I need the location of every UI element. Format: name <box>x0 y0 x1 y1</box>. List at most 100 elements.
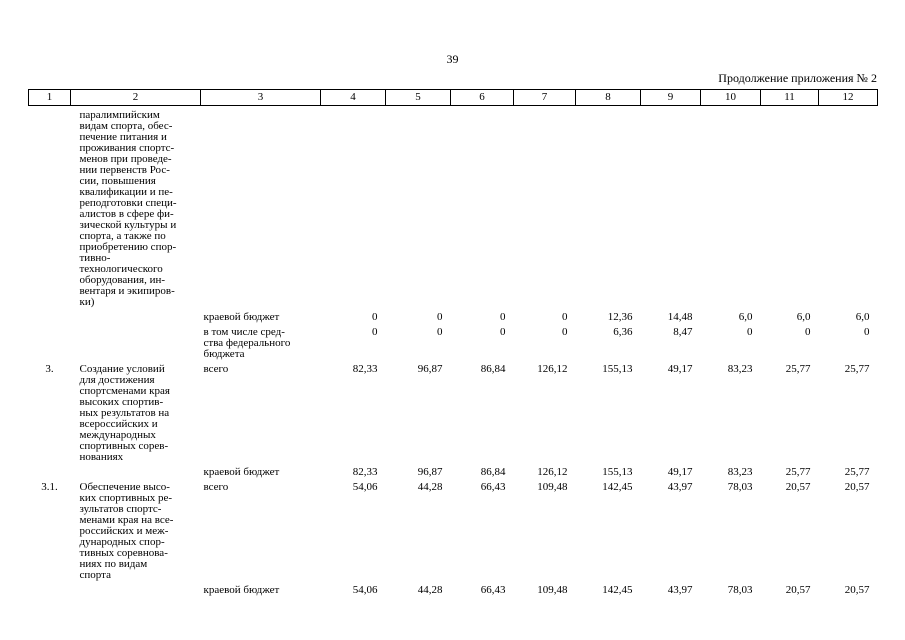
value-cell <box>514 106 576 309</box>
measure-name <box>71 581 201 596</box>
column-number: 5 <box>385 89 451 106</box>
column-number: 2 <box>70 89 201 106</box>
table-row: 3. Создание условий для достижения спорт… <box>29 360 878 463</box>
value-cell: 0 <box>437 326 443 338</box>
value-cell: 54,06 <box>352 481 378 493</box>
row-number <box>29 463 71 478</box>
column-number: 12 <box>818 89 878 106</box>
column-number: 4 <box>320 89 386 106</box>
table-row: краевой бюджет 82,33 96,87 86,84 126,12 … <box>29 463 878 478</box>
measure-name: паралимпийским видам спорта, обес- печен… <box>79 109 177 308</box>
value-cell: 25,77 <box>844 466 870 478</box>
value-cell: 14,48 <box>667 311 693 323</box>
value-cell: 0 <box>437 311 443 323</box>
value-cell <box>451 106 514 309</box>
value-cell: 20,57 <box>844 584 870 596</box>
value-cell: 6,0 <box>855 311 870 323</box>
table-row: краевой бюджет 54,06 44,28 66,43 109,48 … <box>29 581 878 596</box>
value-cell <box>641 106 701 309</box>
value-cell: 49,17 <box>667 466 693 478</box>
value-cell: 49,17 <box>667 363 693 375</box>
value-cell: 66,43 <box>480 481 506 493</box>
value-cell: 8,47 <box>673 326 693 338</box>
value-cell: 83,23 <box>727 363 753 375</box>
measure-name: Создание условий для достижения спортсме… <box>79 363 170 463</box>
value-cell: 0 <box>562 326 568 338</box>
value-cell: 142,45 <box>602 481 633 493</box>
value-cell: 20,57 <box>785 481 811 493</box>
value-cell: 6,0 <box>738 311 753 323</box>
column-number: 11 <box>760 89 819 106</box>
measure-name <box>71 308 201 323</box>
value-cell: 66,43 <box>480 584 506 596</box>
budget-source: краевой бюджет <box>203 311 280 323</box>
value-cell: 0 <box>372 311 378 323</box>
column-number: 1 <box>28 89 71 106</box>
appendix-table: 1 2 3 4 5 6 7 8 9 10 11 12 паралимпийски… <box>28 89 878 596</box>
value-cell: 43,97 <box>667 481 693 493</box>
value-cell: 82,33 <box>352 363 378 375</box>
value-cell: 54,06 <box>352 584 378 596</box>
measure-name <box>71 323 201 360</box>
budget-source <box>201 106 321 309</box>
value-cell: 0 <box>500 326 506 338</box>
budget-source: в том числе сред- ства федерального бюдж… <box>203 326 291 360</box>
continuation-note: Продолжение приложения № 2 <box>718 71 877 85</box>
table-row: краевой бюджет 0 0 0 0 12,36 14,48 6,0 6… <box>29 308 878 323</box>
value-cell: 96,87 <box>417 363 443 375</box>
column-number-row: 1 2 3 4 5 6 7 8 9 10 11 12 <box>28 89 878 106</box>
value-cell: 82,33 <box>352 466 378 478</box>
value-cell: 142,45 <box>602 584 633 596</box>
budget-source: краевой бюджет <box>203 466 280 478</box>
value-cell: 78,03 <box>727 584 753 596</box>
value-cell: 86,84 <box>480 363 506 375</box>
value-cell: 83,23 <box>727 466 753 478</box>
measure-name: Обеспечение высо- ких спортивных ре- зул… <box>79 481 174 581</box>
value-cell <box>761 106 819 309</box>
table-row: паралимпийским видам спорта, обес- печен… <box>29 106 878 309</box>
value-cell: 0 <box>562 311 568 323</box>
value-cell: 126,12 <box>537 466 568 478</box>
column-number: 6 <box>450 89 514 106</box>
value-cell: 109,48 <box>537 584 568 596</box>
value-cell: 155,13 <box>602 466 633 478</box>
value-cell: 78,03 <box>727 481 753 493</box>
value-cell: 20,57 <box>785 584 811 596</box>
value-cell: 6,36 <box>613 326 633 338</box>
value-cell: 44,28 <box>417 481 443 493</box>
column-number: 10 <box>700 89 761 106</box>
page-number: 39 <box>446 52 459 66</box>
value-cell: 25,77 <box>785 466 811 478</box>
budget-source: всего <box>203 481 229 493</box>
row-number <box>29 106 71 309</box>
value-cell: 0 <box>500 311 506 323</box>
value-cell: 155,13 <box>602 363 633 375</box>
measure-name <box>71 463 201 478</box>
row-number <box>29 581 71 596</box>
value-cell: 0 <box>805 326 811 338</box>
budget-source: краевой бюджет <box>203 584 280 596</box>
column-number: 7 <box>513 89 576 106</box>
value-cell: 126,12 <box>537 363 568 375</box>
column-number: 8 <box>575 89 641 106</box>
row-number: 3.1. <box>41 481 58 493</box>
value-cell: 12,36 <box>607 311 633 323</box>
row-number: 3. <box>45 363 54 375</box>
value-cell <box>701 106 761 309</box>
value-cell <box>386 106 451 309</box>
row-number <box>29 308 71 323</box>
value-cell: 6,0 <box>796 311 811 323</box>
value-cell: 20,57 <box>844 481 870 493</box>
budget-source: всего <box>203 363 229 375</box>
value-cell: 96,87 <box>417 466 443 478</box>
column-number: 3 <box>200 89 321 106</box>
value-cell <box>321 106 386 309</box>
value-cell: 44,28 <box>417 584 443 596</box>
value-cell: 25,77 <box>844 363 870 375</box>
value-cell: 0 <box>747 326 753 338</box>
value-cell: 0 <box>864 326 870 338</box>
value-cell <box>576 106 641 309</box>
value-cell: 43,97 <box>667 584 693 596</box>
value-cell: 86,84 <box>480 466 506 478</box>
